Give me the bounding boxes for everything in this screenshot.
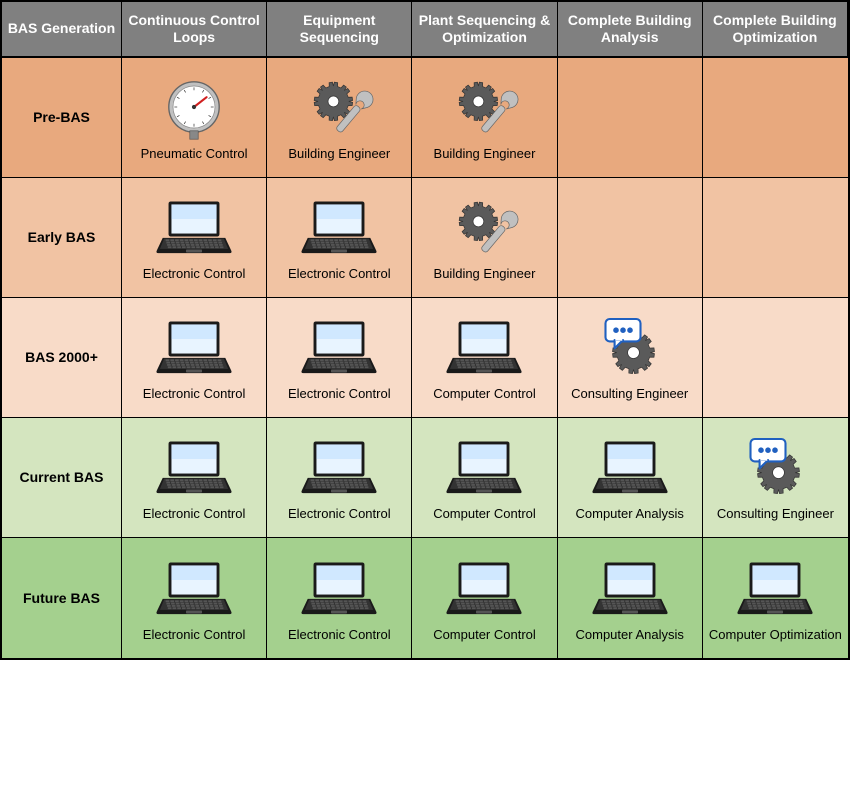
table-cell: Electronic Control: [267, 538, 412, 658]
cell-label: Computer Control: [433, 506, 536, 522]
cell-label: Electronic Control: [143, 627, 246, 643]
bas-generation-table: BAS GenerationContinuous Control LoopsEq…: [0, 0, 850, 660]
cell-label: Electronic Control: [143, 266, 246, 282]
laptop-icon: [154, 553, 234, 623]
gear-wrench-icon: [449, 192, 519, 262]
laptop-icon: [590, 432, 670, 502]
laptop-icon: [154, 312, 234, 382]
table-cell: Electronic Control: [267, 298, 412, 418]
table-cell: Electronic Control: [267, 418, 412, 538]
cell-label: Electronic Control: [288, 386, 391, 402]
chat-gear-icon: [595, 312, 665, 382]
cell-label: Computer Optimization: [709, 627, 842, 643]
cell-label: Building Engineer: [434, 266, 536, 282]
laptop-icon: [444, 432, 524, 502]
column-header: Complete Building Analysis: [558, 2, 703, 58]
table-cell: Computer Optimization: [703, 538, 848, 658]
table-cell: Computer Control: [412, 538, 557, 658]
cell-label: Pneumatic Control: [141, 146, 248, 162]
row-label: BAS 2000+: [2, 298, 122, 418]
cell-label: Electronic Control: [288, 506, 391, 522]
laptop-icon: [735, 553, 815, 623]
table-cell: Building Engineer: [412, 58, 557, 178]
table-cell: [703, 178, 848, 298]
table-cell: Consulting Engineer: [558, 298, 703, 418]
row-label: Early BAS: [2, 178, 122, 298]
cell-label: Computer Control: [433, 627, 536, 643]
column-header: Plant Sequencing & Optimization: [412, 2, 557, 58]
table-cell: Computer Control: [412, 418, 557, 538]
cell-label: Consulting Engineer: [571, 386, 688, 402]
cell-label: Consulting Engineer: [717, 506, 834, 522]
laptop-icon: [444, 553, 524, 623]
table-cell: Electronic Control: [122, 298, 267, 418]
table-cell: Consulting Engineer: [703, 418, 848, 538]
table-cell: Electronic Control: [267, 178, 412, 298]
row-label: Pre-BAS: [2, 58, 122, 178]
laptop-icon: [154, 432, 234, 502]
table-cell: Electronic Control: [122, 538, 267, 658]
chat-gear-icon: [740, 432, 810, 502]
table-cell: [703, 58, 848, 178]
cell-label: Electronic Control: [288, 266, 391, 282]
table-cell: Pneumatic Control: [122, 58, 267, 178]
table-cell: Electronic Control: [122, 418, 267, 538]
table-cell: [558, 178, 703, 298]
table-cell: Electronic Control: [122, 178, 267, 298]
cell-label: Computer Analysis: [576, 627, 684, 643]
table-cell: [703, 298, 848, 418]
gear-wrench-icon: [449, 72, 519, 142]
column-header: Complete Building Optimization: [703, 2, 848, 58]
cell-label: Building Engineer: [434, 146, 536, 162]
laptop-icon: [299, 553, 379, 623]
table-cell: Building Engineer: [267, 58, 412, 178]
table-cell: Building Engineer: [412, 178, 557, 298]
row-label: Current BAS: [2, 418, 122, 538]
cell-label: Computer Analysis: [576, 506, 684, 522]
column-header: Continuous Control Loops: [122, 2, 267, 58]
table-cell: Computer Control: [412, 298, 557, 418]
column-header: BAS Generation: [2, 2, 122, 58]
cell-label: Computer Control: [433, 386, 536, 402]
table-cell: [558, 58, 703, 178]
column-header: Equipment Sequencing: [267, 2, 412, 58]
cell-label: Electronic Control: [288, 627, 391, 643]
row-label: Future BAS: [2, 538, 122, 658]
laptop-icon: [154, 192, 234, 262]
cell-label: Building Engineer: [288, 146, 390, 162]
gauge-icon: [159, 72, 229, 142]
laptop-icon: [299, 432, 379, 502]
cell-label: Electronic Control: [143, 506, 246, 522]
cell-label: Electronic Control: [143, 386, 246, 402]
laptop-icon: [444, 312, 524, 382]
gear-wrench-icon: [304, 72, 374, 142]
laptop-icon: [299, 192, 379, 262]
laptop-icon: [590, 553, 670, 623]
table-cell: Computer Analysis: [558, 418, 703, 538]
table-cell: Computer Analysis: [558, 538, 703, 658]
laptop-icon: [299, 312, 379, 382]
